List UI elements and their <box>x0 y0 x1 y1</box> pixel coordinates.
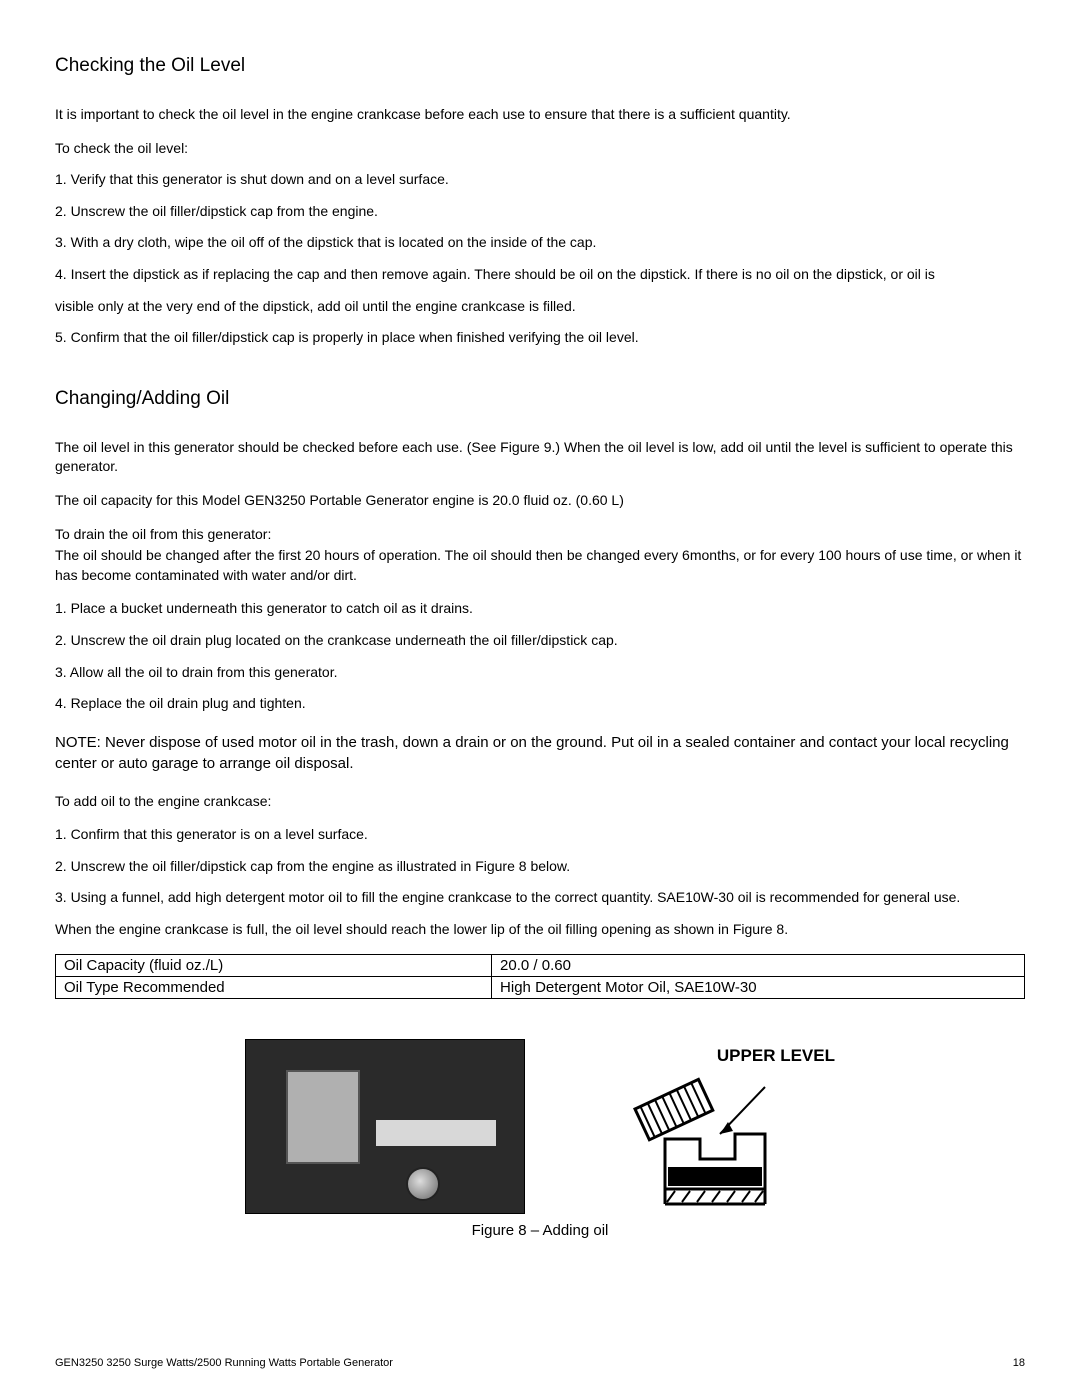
list-item: 3. Allow all the oil to drain from this … <box>55 663 1025 683</box>
list-item: visible only at the very end of the dips… <box>55 297 1025 317</box>
table-cell: 20.0 / 0.60 <box>492 954 1025 976</box>
list-item: 4. Insert the dipstick as if replacing t… <box>55 265 1025 285</box>
table-row: Oil Capacity (fluid oz./L) 20.0 / 0.60 <box>56 954 1025 976</box>
oil-level-diagram: UPPER LEVEL <box>605 1039 835 1214</box>
list-item: 1. Verify that this generator is shut do… <box>55 170 1025 190</box>
table-row: Oil Type Recommended High Detergent Moto… <box>56 976 1025 998</box>
body-text: It is important to check the oil level i… <box>55 105 1025 125</box>
list-item: 3. With a dry cloth, wipe the oil off of… <box>55 233 1025 253</box>
engine-photo <box>245 1039 525 1214</box>
table-cell: Oil Capacity (fluid oz./L) <box>56 954 492 976</box>
list-item: 2. Unscrew the oil filler/dipstick cap f… <box>55 857 1025 877</box>
body-text: To drain the oil from this generator: <box>55 525 1025 545</box>
heading-checking-oil: Checking the Oil Level <box>55 55 1025 77</box>
body-text: The oil capacity for this Model GEN3250 … <box>55 491 1025 511</box>
figure-caption: Figure 8 – Adding oil <box>55 1222 1025 1239</box>
table-cell: High Detergent Motor Oil, SAE10W-30 <box>492 976 1025 998</box>
list-item: 3. Using a funnel, add high detergent mo… <box>55 888 1025 908</box>
heading-changing-oil: Changing/Adding Oil <box>55 388 1025 410</box>
body-text: To check the oil level: <box>55 139 1025 159</box>
body-text: When the engine crankcase is full, the o… <box>55 920 1025 940</box>
page-number: 18 <box>1013 1357 1025 1369</box>
list-item: 5. Confirm that the oil filler/dipstick … <box>55 328 1025 348</box>
upper-level-label: UPPER LEVEL <box>717 1047 835 1066</box>
page-footer: GEN3250 3250 Surge Watts/2500 Running Wa… <box>55 1357 1025 1369</box>
list-item: 2. Unscrew the oil filler/dipstick cap f… <box>55 202 1025 222</box>
oil-spec-table: Oil Capacity (fluid oz./L) 20.0 / 0.60 O… <box>55 954 1025 999</box>
body-text: The oil level in this generator should b… <box>55 438 1025 477</box>
footer-left: GEN3250 3250 Surge Watts/2500 Running Wa… <box>55 1357 393 1369</box>
list-item: 4. Replace the oil drain plug and tighte… <box>55 694 1025 714</box>
note-text: NOTE: Never dispose of used motor oil in… <box>55 732 1025 774</box>
list-item: 1. Place a bucket underneath this genera… <box>55 599 1025 619</box>
list-item: 1. Confirm that this generator is on a l… <box>55 825 1025 845</box>
body-text: The oil should be changed after the firs… <box>55 546 1025 585</box>
table-cell: Oil Type Recommended <box>56 976 492 998</box>
body-text: To add oil to the engine crankcase: <box>55 792 1025 812</box>
figure-8: UPPER LEVEL <box>55 1039 1025 1214</box>
list-item: 2. Unscrew the oil drain plug located on… <box>55 631 1025 651</box>
